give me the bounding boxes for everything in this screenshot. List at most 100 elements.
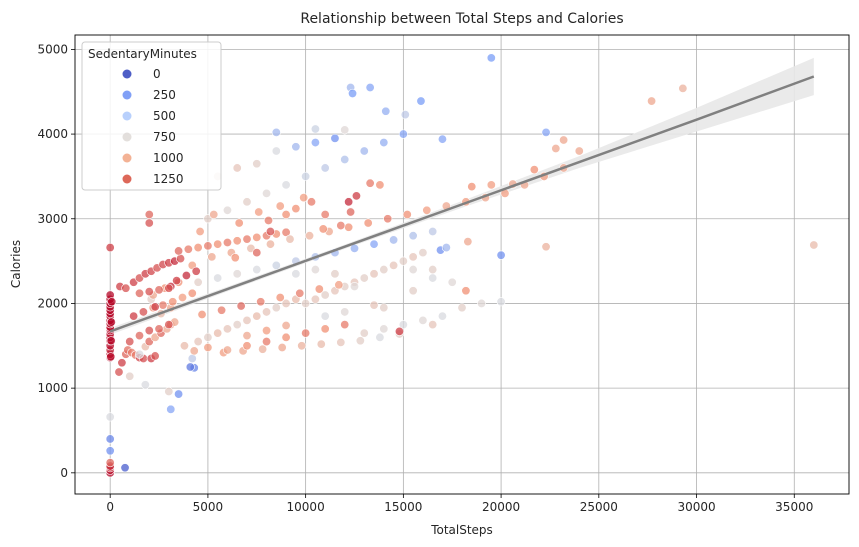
legend-entries: 0 250 500 750 1000 1250 — [122, 67, 184, 186]
data-point — [330, 133, 340, 143]
data-point — [213, 328, 223, 338]
data-point — [297, 341, 307, 351]
data-point — [203, 241, 213, 251]
legend-marker — [122, 174, 132, 184]
data-point — [164, 320, 174, 330]
data-point — [222, 205, 232, 215]
data-point — [477, 298, 487, 308]
data-point — [437, 311, 447, 321]
data-point — [168, 297, 178, 307]
data-point — [428, 265, 438, 275]
data-point — [207, 252, 217, 262]
data-point — [359, 273, 369, 283]
data-point — [106, 336, 116, 346]
data-point — [252, 248, 262, 258]
x-tick-label: 20000 — [482, 500, 520, 514]
data-point — [263, 215, 273, 225]
x-ticks: 0 5000 10000 15000 20000 25000 30000 35000 — [106, 494, 813, 514]
data-point — [281, 180, 291, 190]
data-point — [166, 404, 176, 414]
data-point — [281, 320, 291, 330]
data-point — [486, 53, 496, 63]
data-point — [144, 210, 154, 220]
data-point — [275, 201, 285, 211]
data-point — [213, 239, 223, 249]
data-point — [187, 288, 197, 298]
data-point — [291, 204, 301, 214]
data-point — [271, 127, 281, 137]
data-point — [281, 227, 291, 237]
data-point — [120, 463, 130, 473]
chart-title: Relationship between Total Steps and Cal… — [300, 11, 623, 27]
legend-label: 500 — [153, 109, 176, 123]
data-point — [291, 142, 301, 152]
data-point — [379, 138, 389, 148]
data-point — [275, 293, 285, 303]
data-point — [486, 180, 496, 190]
data-point — [117, 358, 127, 368]
legend-marker — [122, 69, 132, 79]
data-point — [193, 243, 203, 253]
data-point — [222, 324, 232, 334]
data-point — [369, 269, 379, 279]
data-point — [232, 163, 242, 173]
data-point — [262, 337, 272, 347]
data-point — [437, 134, 447, 144]
data-point — [203, 342, 213, 352]
data-point — [105, 412, 115, 422]
data-point — [281, 332, 291, 342]
data-point — [463, 237, 473, 247]
data-point — [232, 236, 242, 246]
data-point — [418, 248, 428, 258]
data-point — [305, 231, 315, 241]
data-point — [314, 284, 324, 294]
data-point — [416, 96, 426, 106]
data-point — [496, 250, 506, 260]
data-point — [320, 210, 330, 220]
data-point — [398, 129, 408, 139]
data-point — [281, 210, 291, 220]
regression-layer — [109, 75, 815, 333]
data-point — [242, 234, 252, 244]
data-point — [193, 337, 203, 347]
data-point — [185, 362, 195, 372]
data-point — [129, 311, 139, 321]
data-point — [106, 352, 116, 362]
data-point — [265, 226, 275, 236]
data-point — [359, 328, 369, 338]
x-tick-label: 5000 — [193, 500, 224, 514]
data-point — [398, 256, 408, 266]
data-point — [310, 138, 320, 148]
data-point — [176, 254, 186, 264]
data-point — [236, 301, 246, 311]
data-point — [316, 339, 326, 349]
data-point — [428, 273, 438, 283]
data-point — [541, 242, 551, 252]
data-point — [107, 297, 117, 307]
data-point — [461, 286, 471, 296]
data-point — [365, 178, 375, 188]
x-tick-label: 10000 — [287, 500, 325, 514]
data-point — [125, 337, 135, 347]
data-point — [271, 260, 281, 270]
data-point — [310, 265, 320, 275]
data-point — [105, 446, 115, 456]
data-point — [398, 320, 408, 330]
data-point — [213, 273, 223, 283]
data-point — [203, 332, 213, 342]
data-point — [336, 337, 346, 347]
data-point — [144, 287, 154, 297]
data-point — [189, 346, 199, 356]
data-point — [559, 135, 569, 145]
data-point — [105, 243, 115, 253]
data-point — [306, 197, 316, 207]
data-point — [252, 159, 262, 169]
data-point — [242, 197, 252, 207]
data-point — [295, 288, 305, 298]
data-point — [320, 163, 330, 173]
data-point — [379, 303, 389, 313]
x-tick-label: 30000 — [677, 500, 715, 514]
data-point — [529, 165, 539, 175]
data-point — [164, 283, 174, 293]
